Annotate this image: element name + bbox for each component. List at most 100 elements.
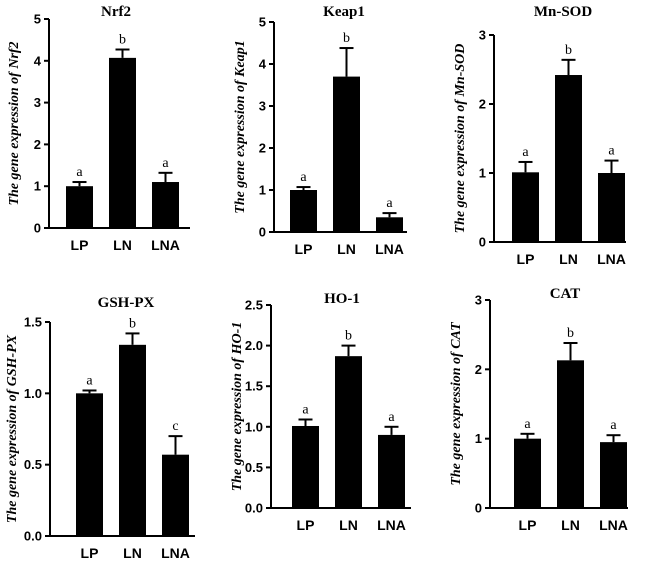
bar-ln	[333, 76, 360, 232]
y-tick-label: 3	[34, 95, 41, 110]
y-axis-label: The gene expression of GSH-PX	[5, 334, 20, 523]
x-tick-label: LN	[561, 517, 580, 533]
y-tick-label: 1.0	[245, 419, 263, 434]
y-tick-label: 0.0	[245, 501, 263, 516]
x-tick-label: LNA	[161, 545, 190, 561]
significance-letter: b	[129, 316, 136, 331]
significance-letter: b	[345, 329, 352, 344]
significance-letter: a	[300, 170, 307, 185]
panel-ho-1: HO-1 The gene expression of HO-10.0 0.5 1.0…	[230, 291, 411, 533]
x-tick-label: LNA	[599, 517, 628, 533]
y-tick-label: 5	[259, 15, 266, 30]
panel-mn-sod: Mn-SOD The gene expression of Mn-SOD 0 1 2 3 a…	[453, 4, 626, 267]
significance-letter: b	[119, 33, 126, 48]
significance-letter: a	[524, 417, 531, 432]
y-axis-label: The gene expression of Nrf2	[7, 41, 22, 205]
chart-title: Mn-SOD	[534, 4, 593, 20]
panel-cat: CAT The gene expression of CAT 0 1 2 3 a LP b LN a…	[449, 286, 628, 533]
y-tick-label: 5	[34, 12, 41, 27]
y-tick-label: 4	[34, 53, 42, 68]
bar-lna	[598, 173, 625, 242]
significance-letter: a	[86, 373, 93, 388]
x-tick-label: LNA	[597, 251, 626, 267]
bar-ln	[557, 360, 584, 508]
x-tick-label: LNA	[377, 517, 406, 533]
significance-letter: a	[76, 165, 83, 180]
y-tick-label: 2	[475, 362, 482, 377]
chart-title: Keap1	[323, 4, 365, 20]
panel-nrf2: Nrf2 The gene expression of Nrf2 0 1 2 3 4 5 a LP…	[7, 4, 190, 253]
y-tick-label: 1.5	[245, 379, 263, 394]
y-tick-label: 2	[259, 141, 266, 156]
y-tick-label: 1	[475, 431, 482, 446]
chart-title: Nrf2	[101, 4, 131, 20]
y-tick-label: 3	[475, 293, 482, 308]
x-tick-label: LP	[295, 241, 313, 257]
bar-lna	[378, 434, 405, 508]
bar-lp	[292, 425, 319, 508]
y-tick-label: 1	[34, 179, 41, 194]
y-tick-label: 0	[479, 235, 486, 250]
x-tick-label: LP	[517, 251, 535, 267]
x-tick-label: LN	[123, 545, 142, 561]
y-tick-label: 1	[259, 183, 266, 198]
bar-lna	[600, 442, 627, 508]
significance-letter: a	[608, 144, 615, 159]
panel-keap1: Keap1 The gene expression of Keap1 0 1 2 3 4 5 a…	[233, 4, 407, 257]
x-tick-label: LN	[337, 241, 356, 257]
bar-lna	[162, 454, 189, 536]
significance-letter: b	[565, 43, 572, 58]
y-axis-label: The gene expression of Mn-SOD	[453, 44, 468, 234]
bar-lp	[76, 393, 103, 536]
bar-ln	[555, 75, 582, 243]
bar-ln	[109, 57, 136, 229]
bar-lp	[512, 172, 539, 242]
x-tick-label: LP	[297, 517, 315, 533]
y-tick-label: 3	[479, 28, 486, 43]
y-tick-label: 0.0	[24, 529, 42, 544]
chart-title: CAT	[550, 286, 581, 302]
panel-gsh-px: GSH-PX The gene expression of GSH-PX 0.0 0.…	[5, 295, 195, 561]
bar-lna	[376, 217, 403, 232]
x-tick-label: LP	[81, 545, 99, 561]
y-tick-label: 0	[34, 221, 41, 236]
y-axis-label: The gene expression of HO-1	[230, 322, 245, 492]
x-tick-label: LP	[71, 237, 89, 253]
significance-letter: a	[388, 410, 395, 425]
y-axis-label: The gene expression of Keap1	[233, 40, 248, 213]
x-tick-label: LP	[519, 517, 537, 533]
bar-lp	[290, 190, 317, 232]
y-tick-label: 0	[475, 501, 482, 516]
y-tick-label: 1.0	[24, 386, 42, 401]
y-tick-label: 2	[479, 97, 486, 112]
y-tick-label: 4	[259, 57, 267, 72]
y-tick-label: 2	[34, 137, 41, 152]
y-axis-label: The gene expression of CAT	[449, 321, 464, 486]
significance-letter: a	[610, 418, 617, 433]
significance-letter: a	[386, 196, 393, 211]
x-tick-label: LNA	[375, 241, 404, 257]
significance-letter: b	[567, 326, 574, 341]
y-tick-label: 2.0	[245, 338, 263, 353]
significance-letter: b	[343, 31, 350, 46]
significance-letter: a	[522, 145, 529, 160]
significance-letter: c	[172, 419, 178, 434]
bar-lna	[152, 182, 179, 228]
y-tick-label: 1	[479, 166, 486, 181]
y-tick-label: 1.5	[24, 315, 42, 330]
bar-lp	[66, 186, 93, 228]
y-tick-label: 2.5	[245, 298, 263, 313]
y-tick-label: 0.5	[245, 460, 263, 475]
x-tick-label: LN	[339, 517, 358, 533]
x-tick-label: LN	[113, 237, 132, 253]
significance-letter: a	[302, 402, 309, 417]
significance-letter: a	[162, 156, 169, 171]
x-tick-label: LN	[559, 251, 578, 267]
x-tick-label: LNA	[151, 237, 180, 253]
bar-ln	[335, 356, 362, 508]
chart-title: HO-1	[324, 291, 360, 307]
bar-lp	[514, 438, 541, 508]
bar-ln	[119, 344, 146, 536]
y-tick-label: 3	[259, 99, 266, 114]
